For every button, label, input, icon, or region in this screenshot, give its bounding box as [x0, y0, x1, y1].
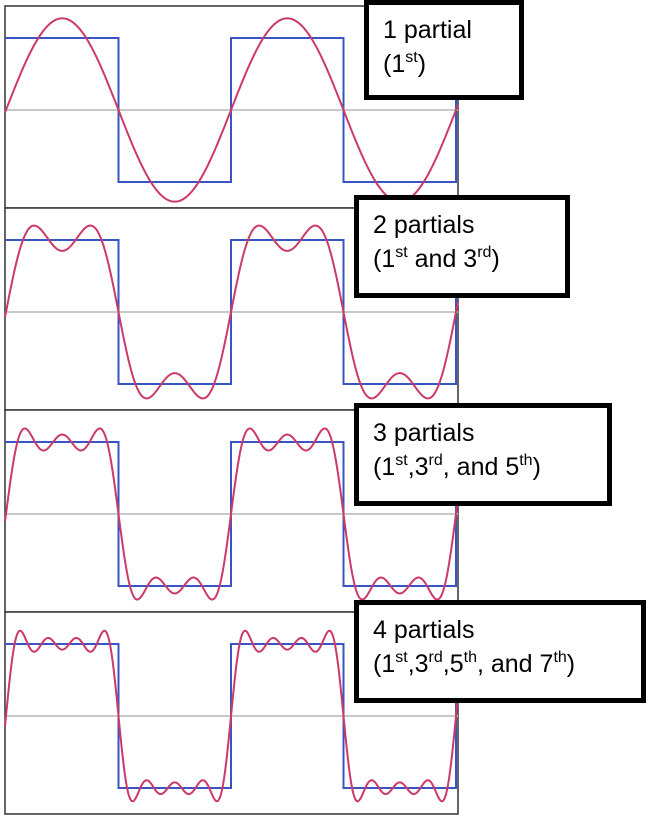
label-box-3-partials: 3 partials (1st,3rd, and 5th): [354, 403, 612, 506]
ordinal-suffix: th: [553, 649, 567, 666]
label-box-4-partials: 4 partials (1st,3rd,5th, and 7th): [354, 600, 646, 703]
partial-sum-curve: [4, 224, 459, 400]
label-box-1-partial: 1 partial (1st): [364, 0, 524, 100]
label-box-2-partials: 2 partials (1st and 3rd): [354, 195, 570, 298]
label-title: 3 partials: [373, 419, 475, 447]
label-detail: (1st and 3rd): [373, 244, 500, 274]
label-title: 4 partials: [373, 616, 475, 644]
ordinal-suffix: th: [519, 452, 533, 469]
ordinal-suffix: st: [395, 649, 408, 666]
label-title: 2 partials: [373, 211, 475, 239]
ordinal-suffix: st: [395, 452, 408, 469]
ordinal-suffix: rd: [477, 244, 492, 261]
partial-sum-curve: [4, 629, 459, 803]
ordinal-suffix: rd: [428, 649, 443, 666]
ordinal-suffix: th: [463, 649, 477, 666]
label-detail: (1st): [383, 49, 427, 79]
partial-sum-curve: [4, 17, 459, 203]
label-detail: (1st,3rd, and 5th): [373, 452, 541, 482]
ordinal-suffix: st: [405, 49, 418, 66]
ordinal-suffix: rd: [428, 452, 443, 469]
ordinal-suffix: st: [395, 244, 408, 261]
label-title: 1 partial: [383, 16, 472, 44]
label-detail: (1st,3rd,5th, and 7th): [373, 649, 576, 679]
partial-sum-curve: [4, 427, 459, 601]
